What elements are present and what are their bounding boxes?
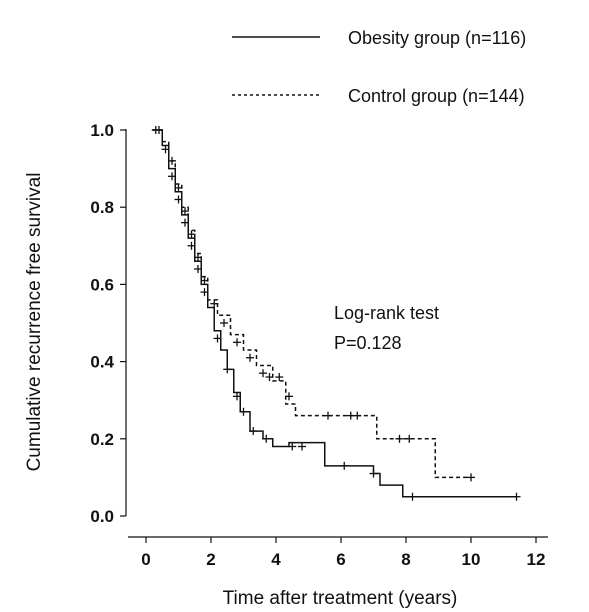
annotation-test-name: Log-rank test xyxy=(334,303,439,323)
y-tick-label: 0.8 xyxy=(90,198,114,217)
censor-mark xyxy=(194,264,202,273)
x-tick-label: 12 xyxy=(527,550,546,569)
censor-mark xyxy=(233,338,241,347)
annotation-p-value: P=0.128 xyxy=(334,333,402,353)
y-tick-label: 0.4 xyxy=(90,353,114,372)
censor-mark xyxy=(200,276,209,285)
censor-mark xyxy=(259,369,267,378)
y-tick-label: 0.6 xyxy=(90,275,114,294)
x-tick-label: 0 xyxy=(141,550,150,569)
legend: Obesity group (n=116) Control group (n=1… xyxy=(232,28,526,106)
censor-mark xyxy=(353,411,362,420)
x-tick-label: 2 xyxy=(206,550,215,569)
censor-mark xyxy=(467,473,475,482)
censor-mark xyxy=(233,392,241,401)
x-tick-label: 8 xyxy=(401,550,410,569)
censor-mark xyxy=(187,230,196,239)
censor-mark xyxy=(155,126,163,134)
censor-mark xyxy=(220,319,228,327)
y-tick-label: 1.0 xyxy=(90,121,114,140)
censor-mark xyxy=(262,434,271,443)
censor-mark xyxy=(405,434,414,443)
censor-mark xyxy=(246,353,254,362)
legend-label-obesity: Obesity group (n=116) xyxy=(348,28,526,48)
censor-mark xyxy=(174,183,183,192)
censor-mark xyxy=(298,442,306,451)
censor-mark xyxy=(395,434,404,443)
censor-mark xyxy=(369,469,378,478)
censor-mark xyxy=(210,299,219,308)
censor-mark xyxy=(340,461,349,470)
y-ticks: 0.0 0.2 0.4 0.6 0.8 1.0 xyxy=(90,121,126,526)
series-line-control xyxy=(152,129,471,479)
censor-mark xyxy=(181,207,189,216)
censor-mark xyxy=(408,492,417,501)
y-axis-title: Cumulative recurrence free survival xyxy=(24,173,45,472)
x-tick-label: 6 xyxy=(336,550,345,569)
censor-mark xyxy=(512,492,521,501)
censor-mark xyxy=(288,442,297,451)
censor-mark xyxy=(324,411,332,420)
censor-mark xyxy=(168,172,176,181)
censor-mark xyxy=(168,156,176,165)
y-tick-label: 0.0 xyxy=(90,507,114,526)
censor-mark xyxy=(194,253,202,262)
censor-mark xyxy=(239,407,248,416)
x-ticks: 0 2 4 6 8 10 12 xyxy=(141,537,545,569)
censor-mark xyxy=(223,365,232,374)
censor-mark xyxy=(275,373,284,382)
censor-mark xyxy=(265,373,274,382)
y-tick-label: 0.2 xyxy=(90,430,114,449)
censor-mark xyxy=(187,241,196,250)
censor-mark xyxy=(213,334,222,343)
censor-mark xyxy=(285,392,293,401)
censor-mark xyxy=(249,427,258,436)
legend-label-control: Control group (n=144) xyxy=(348,86,525,106)
x-tick-label: 4 xyxy=(271,550,281,569)
x-axis-title: Time after treatment (years) xyxy=(223,588,458,609)
series-layer xyxy=(151,126,521,501)
x-tick-label: 10 xyxy=(462,550,481,569)
axes: 0.0 0.2 0.4 0.6 0.8 1.0 0 2 4 6 8 10 12 xyxy=(90,121,548,569)
